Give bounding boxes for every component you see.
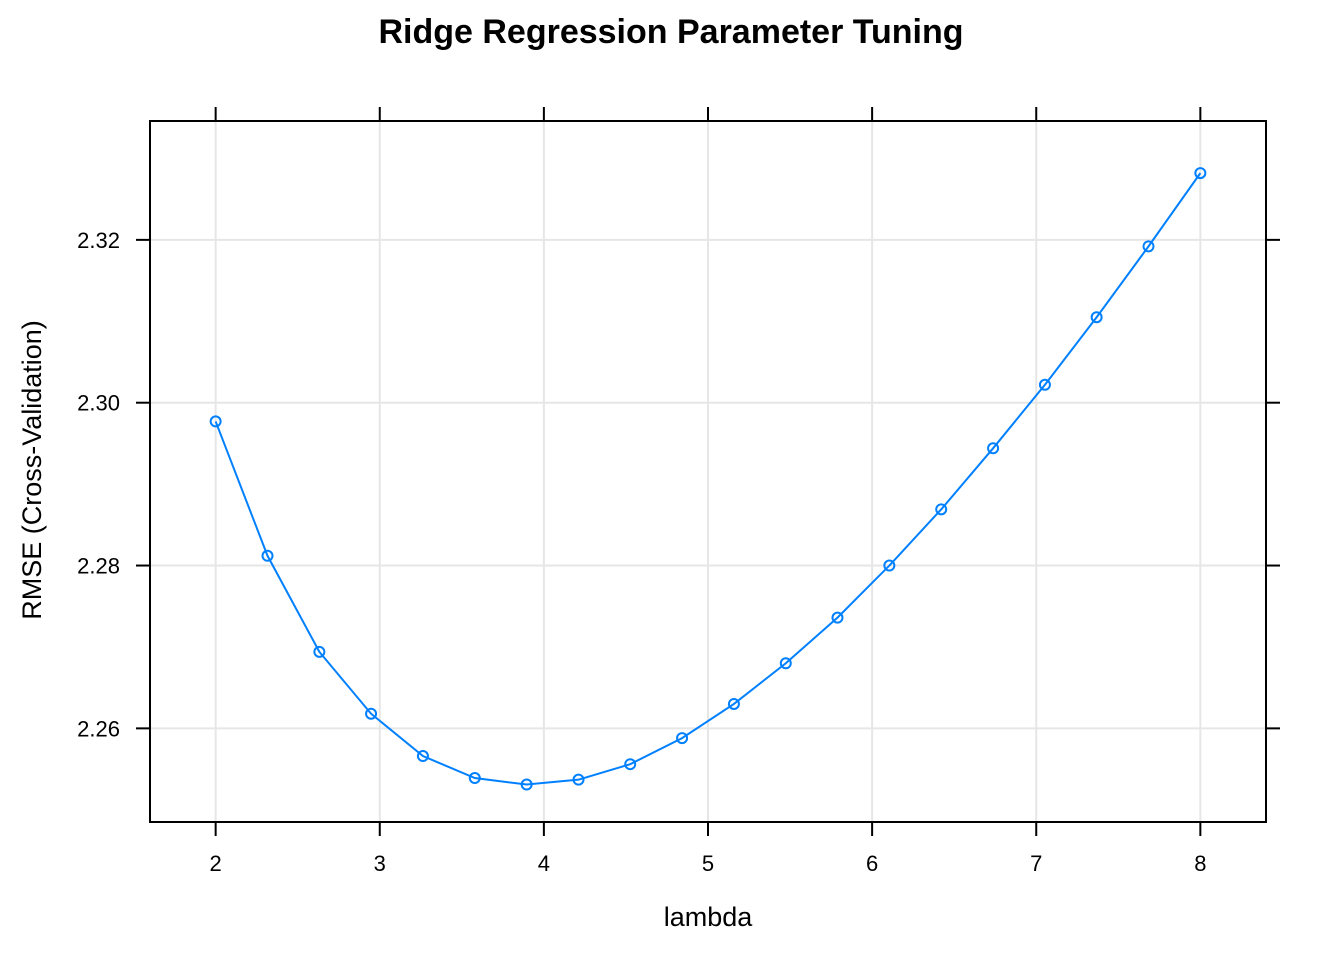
data-point [520, 778, 533, 791]
x-tick-label: 2 [210, 851, 222, 876]
y-tick-label: 2.32 [77, 228, 120, 253]
data-point [209, 415, 222, 428]
data-point [883, 559, 896, 572]
data-point [624, 758, 637, 771]
y-tick-label: 2.30 [77, 391, 120, 416]
y-tick-label: 2.28 [77, 554, 120, 579]
data-point [365, 707, 378, 720]
data-point [313, 645, 326, 658]
y-tick-label: 2.26 [77, 716, 120, 741]
grid-layer [150, 121, 1266, 822]
x-tick-label: 5 [702, 851, 714, 876]
x-tick-label: 8 [1194, 851, 1206, 876]
x-axis-label: lambda [664, 902, 754, 932]
x-tick-label: 6 [866, 851, 878, 876]
data-point [468, 772, 481, 785]
data-point [416, 750, 429, 763]
x-tick-label: 7 [1030, 851, 1042, 876]
x-tick-label: 4 [538, 851, 550, 876]
data-point [779, 657, 792, 670]
x-tick-label: 3 [374, 851, 386, 876]
data-point [676, 732, 689, 745]
data-point [1142, 240, 1155, 253]
data-point [1194, 167, 1207, 180]
data-point [1038, 378, 1051, 391]
tick-layer: 2 3 4 5 6 7 8 2.26 2.28 2.30 2.32 [77, 107, 1280, 876]
data-point [987, 442, 1000, 455]
data-point [727, 697, 740, 710]
data-point [935, 503, 948, 516]
data-point [261, 549, 274, 562]
data-point [831, 611, 844, 624]
y-axis-label: RMSE (Cross-Validation) [17, 320, 47, 620]
series-line [214, 172, 1202, 786]
data-point [1090, 311, 1103, 324]
data-point [572, 773, 585, 786]
series-layer [209, 167, 1207, 791]
chart-title: Ridge Regression Parameter Tuning [378, 13, 963, 51]
